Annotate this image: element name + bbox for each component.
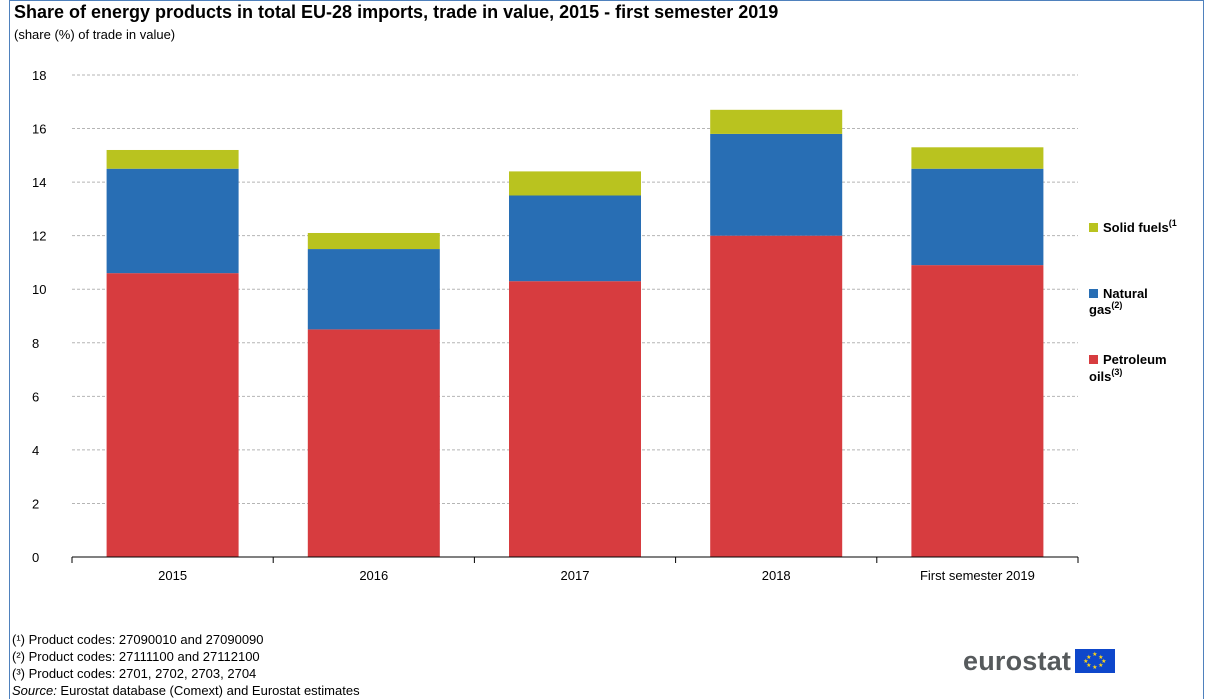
- eurostat-logo-text: eurostat: [963, 645, 1072, 676]
- legend-swatch-solid-fuels: [1089, 223, 1098, 232]
- axes: 0 2 4 6 8 10 12 14 16 18 2015 2016 2017 2018 First sem…: [32, 68, 1079, 583]
- y-tick-label-10: 10: [32, 282, 46, 297]
- source-line: Source: Eurostat database (Comext) and E…: [12, 682, 360, 699]
- bar-solid-fuels-3: [710, 109, 843, 134]
- footnote-2: (²) Product codes: 27111100 and 27112100: [12, 649, 260, 664]
- chart-title: Share of energy products in total EU-28 …: [14, 2, 779, 22]
- y-tick-label-2: 2: [32, 496, 39, 511]
- y-tick-label-18: 18: [32, 68, 46, 83]
- bar-petroleum-oils-1: [307, 329, 440, 557]
- x-tick-label-3: 2018: [762, 568, 791, 583]
- legend-label-natural-gas-line2: gas(2): [1089, 300, 1122, 317]
- footnote-1: (¹) Product codes: 27090010 and 27090090: [12, 632, 264, 647]
- y-tick-label-16: 16: [32, 122, 46, 137]
- bar-solid-fuels-0: [106, 149, 239, 169]
- bar-solid-fuels-1: [307, 232, 440, 250]
- x-tick-label-1: 2016: [359, 568, 388, 583]
- stacked-bar-chart: 0 2 4 6 8 10 12 14 16 18 2015 2016 2017 2018 First sem…: [32, 68, 1177, 583]
- x-tick-label-2: 2017: [561, 568, 590, 583]
- legend: Solid fuels(1 Natural gas(2) Petroleum o…: [1089, 218, 1177, 384]
- footnote-3: (³) Product codes: 2701, 2702, 2703, 270…: [12, 666, 257, 681]
- source-text: Eurostat database (Comext) and Eurostat …: [56, 683, 360, 698]
- bar-petroleum-oils-0: [106, 273, 239, 557]
- y-tick-label-8: 8: [32, 336, 39, 351]
- eurostat-logo: eurostat ★ ★ ★ ★ ★ ★ ★ ★: [963, 645, 1116, 676]
- chart-frame: [9, 0, 1204, 699]
- footnotes: (¹) Product codes: 27090010 and 27090090…: [12, 631, 360, 699]
- y-tick-label-4: 4: [32, 443, 39, 458]
- bar-natural-gas-2: [509, 195, 641, 282]
- x-tick-label-4: First semester 2019: [920, 568, 1035, 583]
- x-tick-label-0: 2015: [158, 568, 187, 583]
- bar-solid-fuels-4: [911, 147, 1044, 169]
- chart-subtitle: (share (%) of trade in value): [14, 27, 176, 42]
- y-tick-label-0: 0: [32, 550, 39, 565]
- y-tick-label-12: 12: [32, 229, 46, 244]
- bar-natural-gas-1: [307, 249, 440, 330]
- y-tick-label-14: 14: [32, 175, 46, 190]
- source-label: Source:: [12, 683, 57, 698]
- legend-label-petroleum-oils-line2: oils(3): [1089, 367, 1122, 384]
- legend-label-solid-fuels: Solid fuels(1: [1103, 218, 1177, 235]
- bar-natural-gas-3: [710, 133, 843, 236]
- bar-solid-fuels-2: [509, 171, 641, 196]
- eu-flag-icon: ★ ★ ★ ★ ★ ★ ★ ★: [1075, 649, 1116, 673]
- bar-petroleum-oils-4: [911, 265, 1044, 557]
- legend-label-petroleum-oils-line1: Petroleum: [1103, 352, 1167, 367]
- legend-swatch-petroleum-oils: [1089, 355, 1098, 364]
- bar-petroleum-oils-3: [710, 235, 843, 557]
- bar-natural-gas-4: [911, 168, 1044, 266]
- legend-label-natural-gas-line1: Natural: [1103, 286, 1148, 301]
- bar-petroleum-oils-2: [509, 281, 641, 557]
- bar-natural-gas-0: [106, 168, 239, 274]
- legend-swatch-natural-gas: [1089, 289, 1098, 298]
- y-tick-label-6: 6: [32, 389, 39, 404]
- bars: [106, 109, 1044, 557]
